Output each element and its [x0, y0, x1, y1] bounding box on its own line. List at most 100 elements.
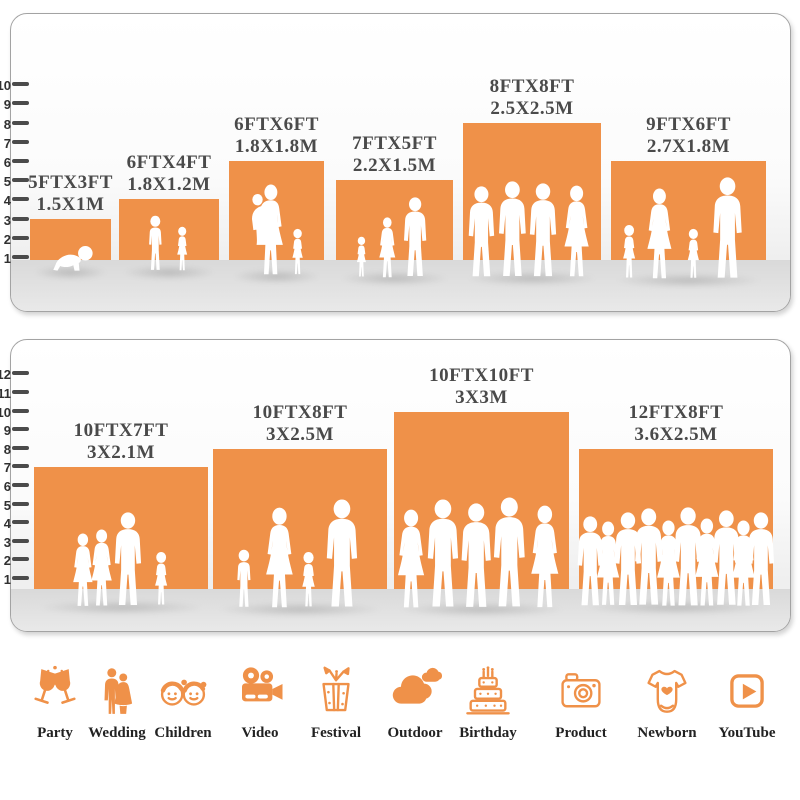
ruler-tick [12, 197, 29, 202]
ruler-tick [12, 139, 29, 144]
ruler-number: 5 [3, 497, 11, 513]
size-m-label: 3.6X2.5M [634, 423, 718, 445]
ruler-number: 9 [3, 97, 11, 113]
ruler-tick [12, 576, 29, 580]
category-item: Outdoor [373, 658, 457, 742]
category-item: YouTube [705, 658, 789, 742]
person-silhouette [144, 215, 167, 272]
size-m-label: 2.5X2.5M [490, 97, 574, 119]
category-label: Product [555, 725, 607, 741]
size-m-label: 3X3M [455, 386, 508, 408]
person-silhouette [259, 507, 300, 609]
panel-floor [11, 260, 790, 311]
category-item: Children [141, 658, 225, 742]
backdrop-rect [119, 199, 219, 260]
ruler-tick [12, 178, 29, 183]
size-m-label: 3X2.1M [87, 442, 155, 464]
backdrop-size-label: 7FTX5FT 2.2X1.5M [285, 133, 505, 177]
ruler-tick [12, 82, 29, 87]
ruler-tick [12, 538, 29, 543]
ruler-number: 3 [3, 212, 11, 228]
person-silhouette [641, 188, 678, 280]
category-label: Video [241, 725, 279, 741]
person-silhouette [399, 197, 431, 278]
backdrop-rect [34, 467, 208, 589]
ruler-number: 4 [3, 193, 11, 209]
ruler-number: 9 [3, 423, 11, 439]
size-m-label: 3X2.5M [266, 423, 334, 445]
person-silhouette [353, 236, 370, 278]
person-silhouette [707, 177, 748, 280]
backdrop-size-label: 8FTX8FT 2.5X2.5M [422, 76, 642, 120]
wedding-icon [92, 658, 142, 716]
category-item: Birthday [446, 658, 530, 742]
party-icon [28, 658, 82, 716]
ruler-number: 8 [3, 441, 11, 457]
category-item: Product [539, 658, 623, 742]
category-item: Wedding [75, 658, 159, 742]
festival-icon [310, 658, 362, 716]
children-icon [157, 658, 209, 716]
backdrop-size-label: 10FTX8FT 3X2.5M [190, 402, 410, 446]
person-silhouette [558, 185, 595, 278]
figures-shadow [615, 273, 762, 288]
ruler-tick [12, 520, 29, 525]
ruler-tick [12, 235, 29, 240]
ruler-tick [12, 445, 29, 450]
person-silhouette [246, 184, 288, 276]
category-label: Outdoor [387, 725, 443, 741]
person-silhouette [150, 551, 172, 607]
size-m-label: 2.2X1.5M [352, 155, 437, 177]
figures-shadow [123, 265, 215, 280]
size-ft-label: 6FTX6FT [234, 114, 319, 135]
ruler-number: 5 [3, 174, 11, 190]
category-label: Party [37, 725, 73, 741]
ruler-tick [12, 464, 29, 469]
person-silhouette [375, 217, 400, 278]
newborn-icon [641, 658, 693, 716]
ruler-tick [12, 427, 29, 432]
ruler-tick [12, 557, 29, 562]
ruler-tick [12, 216, 29, 221]
size-ft-label: 6FTX4FT [126, 152, 212, 174]
backdrop-size-label: 10FTX10FT 3X3M [372, 365, 592, 409]
category-label: YouTube [718, 725, 776, 741]
category-item: Party [13, 658, 97, 742]
figures-shadow [217, 602, 383, 617]
baby-silhouette [49, 244, 95, 272]
ruler-number: 6 [3, 155, 11, 170]
ruler-tick [12, 101, 29, 106]
ruler-tick [12, 371, 29, 376]
category-label: Newborn [637, 725, 697, 741]
size-ft-label: 10FTX7FT [73, 420, 169, 442]
ruler-number: 3 [3, 534, 11, 550]
backdrop-rect [336, 180, 453, 260]
person-silhouette [173, 226, 191, 272]
category-label: Wedding [88, 725, 146, 741]
figures-shadow [467, 271, 597, 286]
video-icon [233, 658, 287, 716]
ruler-number: 2 [3, 553, 11, 569]
category-label: Festival [311, 725, 361, 741]
size-m-label: 2.7X1.8M [646, 136, 731, 157]
size-ft-label: 10FTX8FT [252, 401, 348, 423]
figures-shadow [34, 265, 107, 280]
ruler-tick [12, 390, 29, 394]
ruler-number: 12 [0, 367, 11, 383]
ruler-number: 7 [3, 460, 11, 476]
ruler-number: 6 [3, 479, 11, 494]
size-m-label: 1.8X1.2M [127, 174, 211, 196]
backdrop-size-label: 9FTX6FT 2.7X1.8M [579, 114, 791, 158]
person-silhouette [524, 505, 566, 609]
person-silhouette [618, 224, 640, 280]
ruler-tick [12, 408, 29, 413]
ruler-number: 8 [3, 116, 11, 132]
category-item: Video [218, 658, 302, 742]
backdrop-rect [30, 218, 111, 260]
size-m-label: 1.8X1.8M [234, 136, 319, 157]
size-m-label: 1.5X1M [36, 193, 105, 215]
person-silhouette [288, 228, 307, 276]
person-silhouette [297, 551, 320, 609]
backdrop-size-label: 6FTX6FT 1.8X1.8M [167, 114, 387, 158]
backdrop-size-label: 12FTX8FT 3.6X2.5M [566, 402, 786, 446]
